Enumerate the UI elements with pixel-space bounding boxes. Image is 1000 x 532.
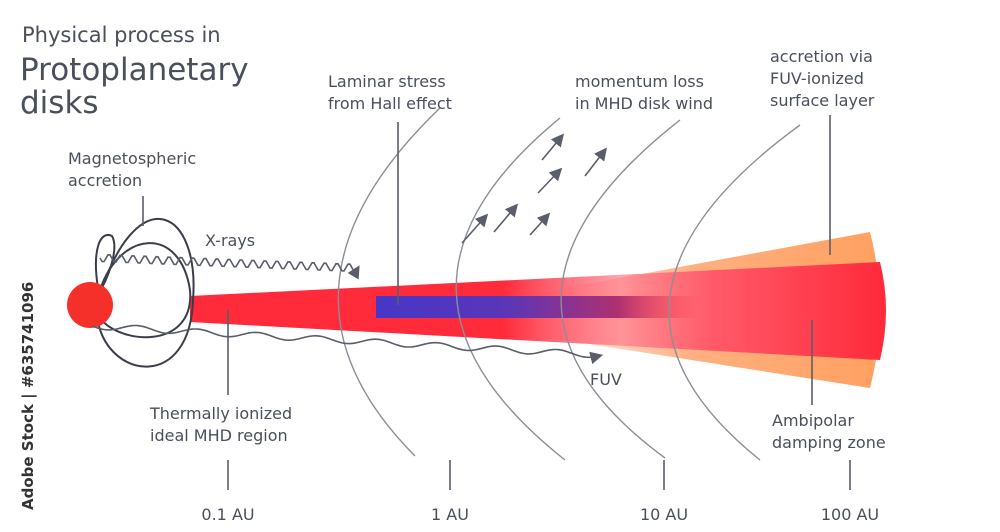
- radial-arc: [337, 107, 441, 457]
- label-magnetospheric-1: Magnetospheric: [68, 149, 196, 168]
- radial-arc: [668, 124, 801, 461]
- title-line1: Physical process in: [22, 23, 221, 47]
- title-line3: disks: [20, 85, 99, 121]
- radial-arc: [560, 119, 681, 459]
- xray-wave: [99, 253, 360, 280]
- label-surface-3: surface layer: [770, 91, 875, 110]
- label-laminar-1: Laminar stress: [328, 72, 446, 91]
- label-xrays: X-rays: [205, 231, 255, 250]
- radial-arc: [455, 117, 566, 461]
- label-surface-2: FUV-ionized: [770, 69, 864, 88]
- scale-label: 1 AU: [431, 505, 469, 524]
- title-line2: Protoplanetary: [20, 52, 249, 88]
- label-fuv: FUV: [590, 370, 622, 389]
- dead-zone: [376, 296, 706, 318]
- label-ambipolar-1: Ambipolar: [772, 411, 854, 430]
- label-surface-1: accretion via: [770, 47, 873, 66]
- magnetic-field-lines: [94, 218, 195, 368]
- fuv-wave: [91, 324, 604, 365]
- scale-label: 10 AU: [640, 505, 688, 524]
- watermark: Adobe Stock | #635741096: [19, 282, 38, 510]
- label-laminar-2: from Hall effect: [328, 94, 452, 113]
- label-momentum-1: momentum loss: [575, 72, 704, 91]
- star: [67, 282, 113, 328]
- wind-arrows: [461, 133, 607, 244]
- scale-label: 0.1 AU: [201, 505, 254, 524]
- label-momentum-2: in MHD disk wind: [575, 94, 713, 113]
- label-thermal-2: ideal MHD region: [150, 426, 288, 445]
- scale-label: 100 AU: [821, 505, 879, 524]
- label-thermal-1: Thermally ionized: [149, 404, 292, 423]
- label-magnetospheric-2: accretion: [68, 171, 142, 190]
- label-ambipolar-2: damping zone: [772, 433, 886, 452]
